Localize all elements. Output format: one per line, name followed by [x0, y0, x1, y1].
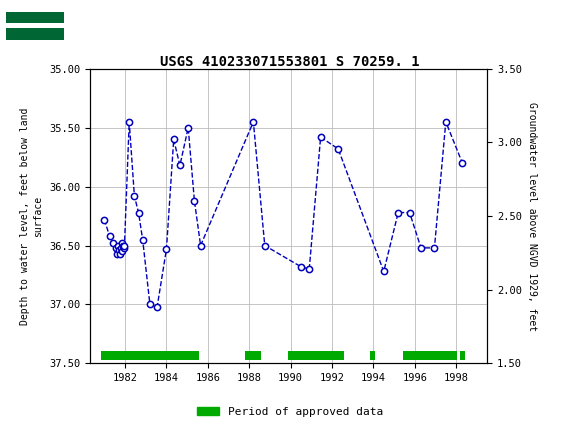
Y-axis label: Groundwater level above NGVD 1929, feet: Groundwater level above NGVD 1929, feet [527, 101, 538, 331]
Bar [6, 12, 64, 24]
Text: USGS: USGS [72, 15, 119, 30]
Bar [102, 351, 198, 360]
Y-axis label: Depth to water level, feet below land
surface: Depth to water level, feet below land su… [20, 108, 44, 325]
Legend: Period of approved data: Period of approved data [193, 402, 387, 421]
Text: USGS 410233071553801 S 70259. 1: USGS 410233071553801 S 70259. 1 [160, 55, 420, 69]
Bar [370, 351, 375, 360]
Bar [6, 6, 64, 40]
Bar [288, 351, 345, 360]
Bar [461, 351, 466, 360]
Bar [245, 351, 260, 360]
Bar [6, 28, 64, 40]
Bar [404, 351, 457, 360]
